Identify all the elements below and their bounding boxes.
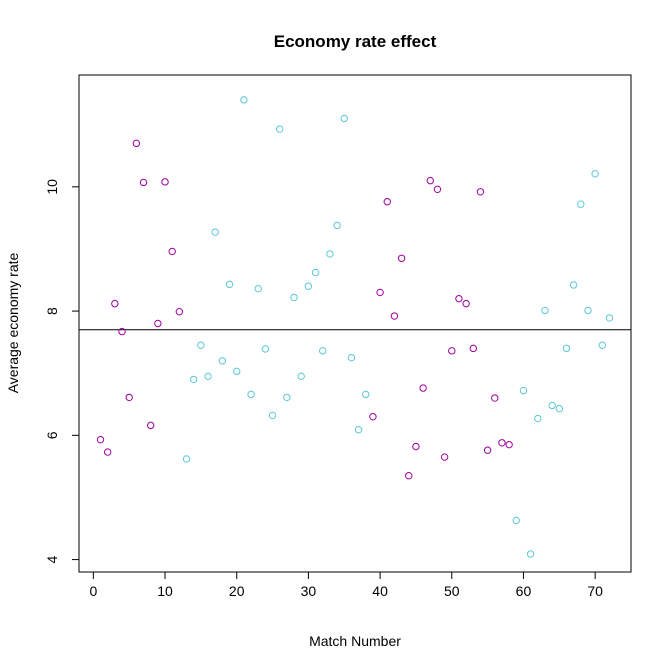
x-tick-label: 10 xyxy=(157,583,173,599)
data-point xyxy=(276,125,284,133)
data-point xyxy=(340,114,348,123)
data-point xyxy=(354,426,363,434)
data-points-group xyxy=(96,96,614,558)
data-point xyxy=(168,247,176,256)
data-point xyxy=(190,375,198,384)
data-point xyxy=(304,282,313,290)
data-point xyxy=(225,280,234,289)
plot-frame xyxy=(78,74,632,573)
data-point xyxy=(369,412,377,421)
y-tick-label: 4 xyxy=(44,555,60,563)
data-point xyxy=(154,319,162,328)
data-point xyxy=(512,516,520,525)
data-point xyxy=(469,344,477,353)
data-point xyxy=(541,306,549,315)
data-point xyxy=(591,170,599,178)
data-point xyxy=(440,453,449,461)
data-point xyxy=(562,344,571,353)
data-point xyxy=(118,327,126,336)
data-point xyxy=(476,188,485,196)
data-point xyxy=(498,439,506,447)
data-point xyxy=(569,281,578,289)
y-tick-label: 6 xyxy=(44,431,60,439)
x-axis: 0 10 20 30 40 50 60 70 xyxy=(89,571,603,599)
chart-title: Economy rate effect xyxy=(274,32,437,51)
y-axis: 4 6 8 10 xyxy=(44,179,80,563)
data-point xyxy=(390,312,399,320)
data-point xyxy=(555,404,564,413)
x-tick-label: 0 xyxy=(89,583,97,599)
x-axis-label: Match Number xyxy=(309,633,401,649)
data-point xyxy=(534,414,542,423)
data-point xyxy=(598,341,607,349)
data-point xyxy=(333,221,341,230)
data-point xyxy=(505,440,513,449)
data-point xyxy=(233,367,241,376)
data-point xyxy=(146,421,155,430)
data-point xyxy=(483,446,492,454)
y-tick-label: 10 xyxy=(44,179,60,195)
x-tick-label: 40 xyxy=(372,583,388,599)
data-point xyxy=(376,288,384,297)
data-point xyxy=(491,394,499,402)
y-tick-label: 8 xyxy=(44,307,60,315)
data-point xyxy=(247,390,255,399)
data-point xyxy=(455,294,463,303)
data-point xyxy=(283,393,291,402)
data-point xyxy=(426,176,434,185)
data-point xyxy=(405,472,413,480)
data-point xyxy=(319,347,327,355)
data-point xyxy=(125,393,133,402)
data-point xyxy=(526,550,535,558)
x-tick-label: 50 xyxy=(444,583,460,599)
data-point xyxy=(111,299,119,308)
data-point xyxy=(605,314,614,322)
data-point xyxy=(347,353,356,362)
data-point xyxy=(132,139,141,148)
data-point xyxy=(218,357,227,365)
data-point xyxy=(103,448,112,456)
data-point xyxy=(548,401,556,410)
data-point xyxy=(290,293,298,302)
data-point xyxy=(161,178,169,186)
data-point xyxy=(261,345,270,353)
data-point xyxy=(139,178,148,187)
data-point xyxy=(211,228,219,236)
data-point xyxy=(326,250,334,258)
data-point xyxy=(240,96,248,104)
data-point xyxy=(197,341,205,349)
data-point xyxy=(519,386,528,395)
x-tick-label: 30 xyxy=(301,583,317,599)
data-point xyxy=(311,268,320,277)
data-point xyxy=(383,198,391,206)
data-point xyxy=(448,347,456,355)
data-point xyxy=(419,384,427,392)
data-point xyxy=(433,185,442,194)
data-point xyxy=(462,299,470,308)
x-tick-label: 60 xyxy=(516,583,532,599)
data-point xyxy=(96,435,105,444)
data-point xyxy=(362,390,370,399)
data-point xyxy=(297,372,305,381)
data-point xyxy=(577,200,585,208)
data-point xyxy=(412,442,420,451)
data-point xyxy=(584,306,592,315)
x-tick-label: 20 xyxy=(229,583,245,599)
y-axis-label: Average economy rate xyxy=(5,252,21,393)
data-point xyxy=(268,411,277,420)
x-tick-label: 70 xyxy=(587,583,603,599)
data-point xyxy=(254,285,262,293)
data-point xyxy=(182,455,191,463)
data-point xyxy=(175,307,184,316)
data-point xyxy=(204,372,212,381)
data-point xyxy=(397,254,406,262)
